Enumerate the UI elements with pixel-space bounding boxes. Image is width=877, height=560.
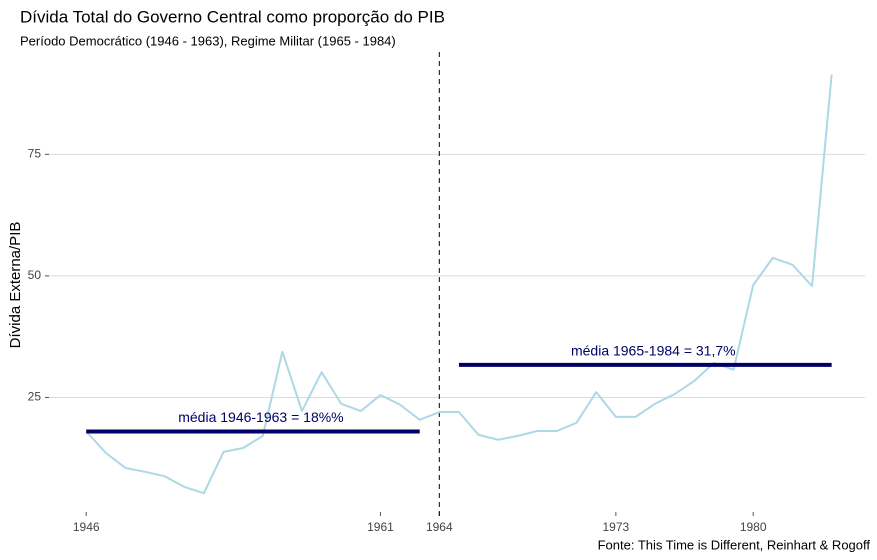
y-axis-label: Dívida Externa/PIB: [7, 222, 24, 349]
y-tick-label: 75: [28, 146, 42, 160]
data-line: [85, 74, 833, 495]
chart-title: Dívida Total do Governo Central como pro…: [20, 7, 445, 26]
x-tick-label: 1946: [73, 520, 100, 534]
x-tick-label: 1973: [603, 520, 630, 534]
y-tick-label: 50: [28, 268, 42, 282]
caption: Fonte: This Time is Different, Reinhart …: [598, 537, 871, 552]
y-tick-label: 25: [28, 390, 42, 404]
mean-label: média 1965-1984 = 31,7%: [571, 343, 736, 359]
x-tick-label: 1964: [426, 520, 453, 534]
mean-label: média 1946-1963 = 18%%: [178, 409, 343, 425]
x-tick-label: 1980: [740, 520, 767, 534]
x-tick-label: 1961: [367, 520, 394, 534]
chart-subtitle: Período Democrático (1946 - 1963), Regim…: [20, 33, 396, 48]
